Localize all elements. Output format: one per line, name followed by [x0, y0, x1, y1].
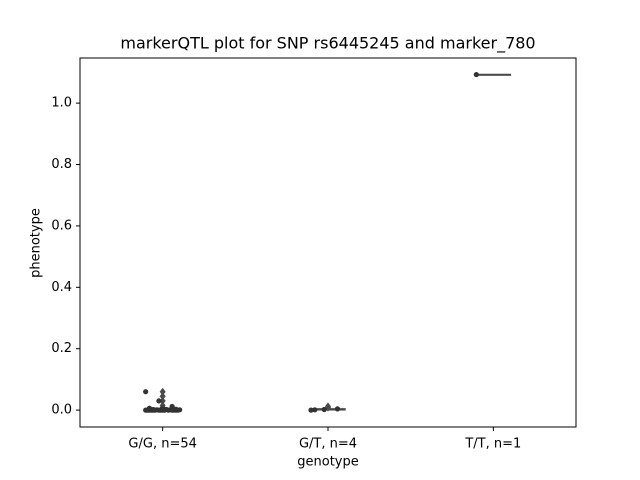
point: [334, 406, 341, 412]
point: [150, 407, 156, 413]
point: [169, 407, 175, 413]
point: [173, 407, 179, 413]
flier: [159, 396, 166, 405]
x-tick-label: G/T, n=4: [299, 437, 357, 452]
x-tick-label: G/G, n=54: [128, 437, 196, 452]
point: [156, 398, 162, 404]
x-axis-label: genotype: [297, 455, 358, 470]
y-axis-label: phenotype: [29, 208, 44, 278]
y-tick-label: 0.0: [51, 403, 72, 418]
point: [143, 389, 149, 395]
point: [321, 406, 327, 413]
plot-frame: [79, 57, 577, 428]
point: [312, 407, 318, 413]
point: [160, 407, 166, 413]
flier: [159, 392, 166, 401]
y-tick-label: 1.0: [51, 96, 72, 111]
y-tick-label: 0.4: [51, 280, 72, 295]
y-tick-label: 0.6: [51, 218, 72, 233]
chart-title: markerQTL plot for SNP rs6445245 and mar…: [120, 34, 535, 54]
point: [308, 407, 314, 413]
flier: [159, 387, 166, 396]
point: [165, 407, 171, 413]
point: [143, 407, 149, 413]
y-tick-label: 0.2: [51, 341, 72, 356]
point: [156, 407, 162, 413]
point: [473, 71, 479, 78]
y-tick-label: 0.8: [51, 157, 72, 172]
x-tick-label: T/T, n=1: [464, 437, 521, 452]
point: [146, 407, 153, 413]
